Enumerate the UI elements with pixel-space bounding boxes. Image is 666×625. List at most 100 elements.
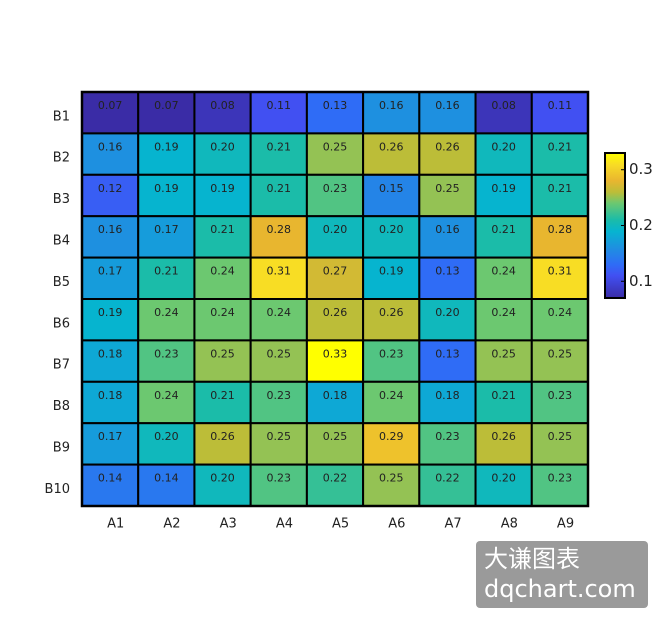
x-tick-label: A1 [107,517,124,532]
cell-label: 0.12 [98,182,123,195]
heatmap-cell [249,380,308,425]
cell-label: 0.26 [379,306,404,319]
x-tick-label: A4 [276,517,293,532]
cell-label: 0.25 [210,347,235,360]
cell-label: 0.28 [548,223,573,236]
heatmap-cell [81,339,140,383]
heatmap-cell [418,422,477,466]
cell-label: 0.16 [435,223,460,236]
cell-label: 0.20 [323,223,348,236]
cell-label: 0.27 [323,265,348,278]
cell-label: 0.20 [210,472,235,485]
cell-label: 0.20 [154,430,179,443]
heatmap-cell [81,380,140,425]
heatmap-cell [530,256,589,301]
cell-label: 0.25 [548,347,573,360]
heatmap-cell [418,463,477,508]
cell-label: 0.16 [98,223,123,236]
y-tick-label: B6 [53,316,70,331]
watermark-title: 大谦图表 [484,545,580,573]
cell-label: 0.26 [435,140,460,153]
cell-label: 0.19 [379,265,404,278]
heatmap-cell [305,132,365,176]
cell-label: 0.18 [435,389,460,402]
cell-label: 0.21 [548,140,573,153]
cell-label: 0.25 [435,182,460,195]
heatmap-cell [530,173,589,218]
cell-label: 0.19 [210,182,235,195]
heatmap-cell [249,173,308,218]
heatmap-cell [474,132,533,176]
heatmap-cell [362,91,421,135]
cell-label: 0.18 [98,389,123,402]
heatmap-cell [193,173,252,218]
heatmap-cell [137,215,196,259]
cell-label: 0.20 [435,306,460,319]
cell-label: 0.21 [548,182,573,195]
cell-label: 0.14 [154,472,179,485]
cell-label: 0.17 [154,223,179,236]
heatmap-cell [362,298,421,342]
colorbar-tick-label: 0.3 [629,160,653,178]
cell-label: 0.26 [323,306,348,319]
cell-label: 0.23 [267,472,292,485]
cell-label: 0.19 [154,140,179,153]
heatmap-cell [249,463,308,508]
cell-label: 0.22 [323,472,348,485]
cell-label: 0.24 [154,306,179,319]
cell-label: 0.21 [154,265,179,278]
y-tick-label: B5 [53,275,70,290]
watermark-url: dqchart.com [484,575,636,603]
cell-label: 0.24 [379,389,404,402]
cell-label: 0.25 [379,472,404,485]
cell-label: 0.07 [154,99,179,112]
heatmap-cell [362,422,421,466]
cell-label: 0.19 [491,182,516,195]
heatmap-cell [137,173,196,218]
heatmap-cell [474,463,533,508]
heatmap-cell [193,380,252,425]
cell-label: 0.31 [267,265,292,278]
cell-label: 0.20 [210,140,235,153]
colorbar-tick-label: 0.1 [629,272,653,290]
cell-label: 0.25 [548,430,573,443]
cell-label: 0.21 [210,389,235,402]
x-tick-label: A6 [388,517,405,532]
cell-label: 0.08 [491,99,516,112]
cell-label: 0.23 [548,472,573,485]
cell-label: 0.23 [154,347,179,360]
heatmap-cell [418,339,477,383]
cell-label: 0.20 [491,140,516,153]
cell-label: 0.25 [267,347,292,360]
cell-label: 0.25 [267,430,292,443]
cell-label: 0.21 [491,389,516,402]
watermark: 大谦图表 dqchart.com [476,541,648,608]
cell-label: 0.26 [491,430,516,443]
cell-label: 0.19 [98,306,123,319]
cell-label: 0.13 [435,347,460,360]
cell-label: 0.23 [267,389,292,402]
heatmap-cell [418,132,477,176]
cell-label: 0.14 [98,472,123,485]
x-tick-label: A5 [332,517,349,532]
heatmap-cell [137,422,196,466]
x-tick-label: A9 [557,517,574,532]
cell-label: 0.23 [379,347,404,360]
heatmap-cell [474,91,533,135]
cell-label: 0.24 [491,265,516,278]
cell-label: 0.21 [267,182,292,195]
heatmap-cell [305,380,365,425]
heatmap-cell [305,298,365,342]
heatmap-cell [137,339,196,383]
heatmap-cell [81,173,140,218]
cell-label: 0.24 [491,306,516,319]
cell-label: 0.16 [379,99,404,112]
x-tick-label: A7 [444,517,461,532]
heatmap-cell [362,463,421,508]
heatmap-cell [305,422,365,466]
heatmap-cell [474,298,533,342]
y-tick-label: B10 [45,482,70,497]
x-tick-label: A3 [220,517,237,532]
